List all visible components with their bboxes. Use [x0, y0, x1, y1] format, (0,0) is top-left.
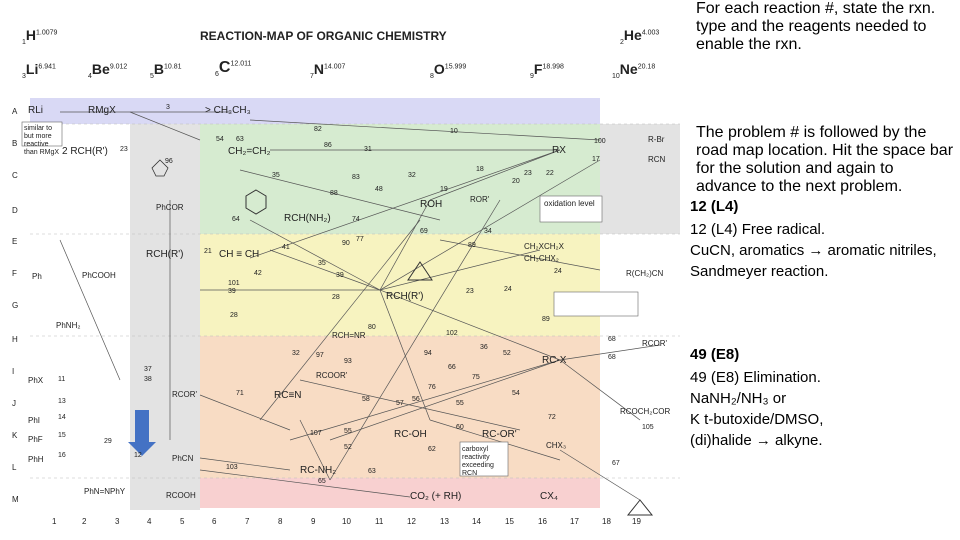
- cmpd-rcor-ester: RC-OR': [482, 429, 517, 440]
- slide-title: For each reaction #, state the rxn. type…: [696, 0, 936, 53]
- reaction-map: REACTION-MAP OF ORGANIC CHEMISTRY 1H1.00…: [12, 27, 680, 526]
- cmpd-phcor: PhCOR: [156, 203, 184, 212]
- cmpd-rcoor: RCOOR': [316, 371, 348, 380]
- cmpd-rmgx: RMgX: [88, 105, 116, 116]
- element-be: 4Be9.012: [88, 61, 128, 80]
- cmpd-rcooh2: RCOCH₂COR: [620, 407, 671, 416]
- cmpd-rcn: RCN: [648, 155, 666, 164]
- row-letter-e: E: [12, 237, 18, 246]
- cmpd-ch2xch2x: CH₂XCH₂X: [524, 242, 564, 251]
- row-letter-b: B: [12, 139, 18, 148]
- element-f: 9F18.998: [530, 61, 564, 80]
- cmpd-phnh2: PhNH₂: [56, 321, 81, 330]
- element-h: 1H1.0079: [22, 27, 58, 46]
- element-he: 2He4.003: [620, 27, 660, 46]
- problem-12-type: 12 (L4) Free radical.: [690, 221, 826, 238]
- cmpd-ch3ch3: > CH₃CH₃: [205, 105, 251, 116]
- cmpd-rch2cn: R(CH₂)CN: [626, 269, 664, 278]
- cmpd-ror: ROR': [470, 195, 490, 204]
- band-red: [200, 478, 600, 508]
- element-n: 7N14.007: [310, 61, 346, 80]
- cmpd-oxidation: oxidation level: [544, 199, 595, 208]
- problem-49-solution: 49 (E8) Elimination. NaNH₂/NH₃ or K t-bu…: [690, 367, 950, 451]
- row-letter-d: D: [12, 206, 18, 215]
- cmpd-chch: CH ≡ CH: [219, 249, 260, 260]
- cmpd-rcx: RC-X: [542, 355, 567, 366]
- cmpd-phcooh: PhCOOH: [82, 271, 116, 280]
- cmpd-ch3chx2: CH₃CHX₂: [524, 254, 559, 263]
- cmpd-rcor-left: RCOR': [172, 390, 198, 399]
- problem-49-header: 49 (E8): [690, 346, 740, 363]
- row-letter-j: J: [12, 399, 16, 408]
- row-letter-m: M: [12, 495, 19, 504]
- cmpd-rli: RLi: [28, 105, 44, 116]
- row-letter-f: F: [12, 269, 17, 278]
- element-c: 6C12.011: [215, 59, 252, 79]
- problem-49-reagent-2: K t-butoxide/DMSO,: [690, 411, 824, 428]
- problem-12-solution: 12 (L4) Free radical. CuCN, aromatics → …: [690, 219, 950, 282]
- cmpd-ch2ch2: CH₂=CH₂: [228, 146, 271, 157]
- element-ne: 10Ne20.18: [612, 61, 656, 80]
- map-title: REACTION-MAP OF ORGANIC CHEMISTRY: [200, 29, 447, 43]
- cmpd-phx: PhX: [28, 376, 44, 385]
- cmpd-roh: ROH: [420, 199, 443, 210]
- cmpd-note-similar: similar to but more reactive than RMgX: [24, 125, 60, 156]
- cmpd-phh: PhH: [28, 455, 44, 464]
- cmpd-rchnr: RCH=NR: [332, 331, 366, 340]
- cmpd-phcn: PhCN: [172, 454, 194, 463]
- slide-instructions: The problem # is followed by the road ma…: [696, 124, 954, 195]
- cmpd-rcnh2: RC-NH₂: [300, 465, 337, 476]
- cmpd-rx: RX: [552, 145, 566, 156]
- cmpd-rchoh: RCH(R'): [146, 249, 184, 260]
- row-letter-h: H: [12, 335, 18, 344]
- cmpd-rchr-center: RCH(R'): [386, 291, 424, 302]
- problem-12: 12 (L4) 12 (L4) Free radical. CuCN, arom…: [690, 198, 950, 282]
- cmpd-phi: PhI: [28, 416, 41, 425]
- element-b: 5B10.81: [150, 61, 182, 80]
- problem-12-header: 12 (L4): [690, 198, 739, 215]
- cmpd-rch-r: 2 RCH(R'): [62, 146, 108, 157]
- cmpd-rcn-triple: RC≡N: [274, 390, 302, 401]
- element-li: 3Li6.941: [22, 61, 56, 80]
- problem-49-reagent-1: NaNH₂/NH₃ or: [690, 390, 787, 407]
- cmpd-rbr: R-Br: [648, 135, 665, 144]
- cmpd-phf: PhF: [28, 435, 43, 444]
- problem-49-result: (di)halide → alkyne.: [690, 432, 823, 449]
- row-letter-k: K: [12, 431, 18, 440]
- element-o: 8O15.999: [430, 61, 467, 80]
- band-gray-right: [600, 124, 680, 234]
- problem-49: 49 (E8) 49 (E8) Elimination. NaNH₂/NH₃ o…: [690, 346, 950, 451]
- row-letter-g: G: [12, 301, 19, 310]
- reaction-arrows: [59, 111, 661, 501]
- arrow-icon: →: [808, 242, 824, 259]
- arrow-icon: →: [755, 432, 771, 449]
- cmpd-chx3: CHX₃: [546, 441, 567, 450]
- row-letter-c: C: [12, 171, 18, 180]
- cmpd-rcor: RCOR': [642, 339, 668, 348]
- problem-12-reagents: CuCN, aromatics → aromatic nitriles, San…: [690, 242, 937, 280]
- location-arrow: [128, 410, 156, 456]
- problem-49-type: 49 (E8) Elimination.: [690, 369, 821, 386]
- cmpd-co2: CO₂ (+ RH): [410, 491, 462, 502]
- cmpd-cx4: CX₄: [540, 491, 558, 502]
- reaction-map-bands: [21, 98, 680, 516]
- band-orange: [200, 336, 600, 478]
- cmpd-rcoh: RC-OH: [394, 429, 427, 440]
- row-letter-l: L: [12, 463, 17, 472]
- cmpd-phnnphy: PhN=NPhY: [84, 487, 126, 496]
- row-letter-i: I: [12, 367, 15, 376]
- cmpd-rcooh: RCOOH: [166, 491, 196, 500]
- band-green: [200, 124, 600, 234]
- cmpd-rchnh2: RCH(NH₂): [284, 213, 331, 224]
- cmpd-carboxyl-note: carboxyl reactivity exceeding RCN: [462, 446, 494, 477]
- band-blue: [30, 98, 600, 124]
- row-letter-a: A: [12, 107, 18, 116]
- cmpd-ph: Ph: [32, 272, 42, 281]
